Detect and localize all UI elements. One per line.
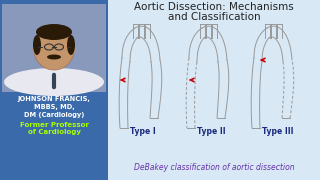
Text: Type III: Type III (262, 127, 293, 136)
Ellipse shape (33, 46, 37, 54)
Text: Aortic Dissection: Mechanisms: Aortic Dissection: Mechanisms (134, 2, 294, 12)
Bar (2, 4, 106, 92)
Text: Former Professor
of Cardiology: Former Professor of Cardiology (20, 122, 88, 135)
Ellipse shape (33, 35, 41, 55)
Ellipse shape (36, 24, 72, 40)
Ellipse shape (4, 68, 104, 96)
Bar (0, 0, 108, 180)
Ellipse shape (47, 55, 61, 60)
Text: DeBakey classification of aortic dissection: DeBakey classification of aortic dissect… (134, 163, 294, 172)
Text: JOHNSON FRANCIS,: JOHNSON FRANCIS, (18, 96, 91, 102)
Text: Type II: Type II (197, 127, 226, 136)
Ellipse shape (67, 35, 75, 55)
Circle shape (34, 30, 74, 70)
Text: DM (Cardiology): DM (Cardiology) (24, 112, 84, 118)
Ellipse shape (70, 46, 76, 54)
Text: MBBS, MD,: MBBS, MD, (34, 104, 74, 110)
Text: and Classification: and Classification (168, 12, 260, 22)
Text: Type I: Type I (130, 127, 156, 136)
